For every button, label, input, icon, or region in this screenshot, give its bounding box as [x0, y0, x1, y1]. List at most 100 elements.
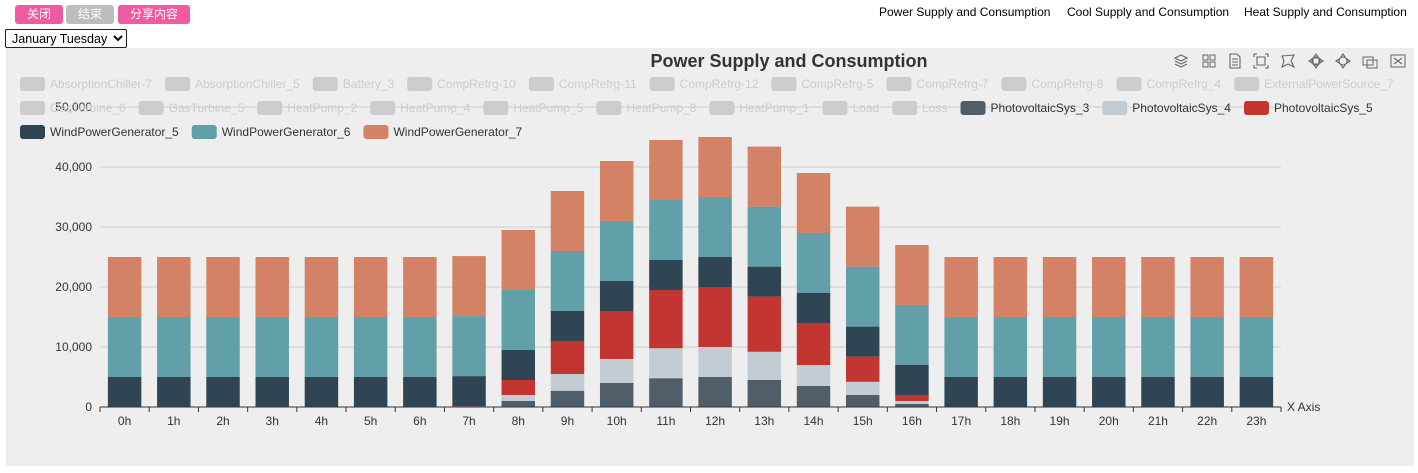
bar-WindPowerGenerator_7-7h[interactable] [452, 256, 486, 317]
legend-item[interactable]: HeatPump_1 [709, 101, 810, 115]
bar-WindPowerGenerator_6-12h[interactable] [698, 197, 732, 257]
bar-WindPowerGenerator_6-9h[interactable] [550, 251, 585, 311]
legend-item[interactable]: Battery_3 [312, 77, 395, 91]
bar-WindPowerGenerator_7-8h[interactable] [501, 230, 536, 290]
bar-WindPowerGenerator_7-15h[interactable] [845, 206, 880, 267]
bar-WindPowerGenerator_6-0h[interactable] [107, 317, 142, 377]
legend-item[interactable]: CompRefrg-5 [771, 77, 874, 91]
bar-PhotovoltaicSys_3-10h[interactable] [599, 383, 634, 407]
bar-WindPowerGenerator_7-3h[interactable] [255, 257, 289, 317]
bar-PhotovoltaicSys_4-10h[interactable] [599, 359, 634, 383]
bar-WindPowerGenerator_6-1h[interactable] [157, 317, 191, 377]
bar-WindPowerGenerator_5-19h[interactable] [1042, 377, 1077, 407]
nav-heat-supply[interactable]: Heat Supply and Consumption [1244, 5, 1407, 19]
bar-WindPowerGenerator_6-19h[interactable] [1042, 317, 1077, 377]
legend-item[interactable]: CompRefrg-7 [886, 77, 989, 91]
legend-item[interactable]: CompRefrg_4 [1116, 77, 1221, 91]
bar-WindPowerGenerator_5-3h[interactable] [255, 377, 289, 407]
bar-WindPowerGenerator_6-3h[interactable] [255, 317, 289, 377]
bar-PhotovoltaicSys_3-15h[interactable] [845, 395, 880, 407]
save-image-icon[interactable] [1362, 53, 1378, 69]
bar-PhotovoltaicSys_4-16h[interactable] [895, 401, 929, 404]
bar-WindPowerGenerator_6-4h[interactable] [304, 317, 339, 377]
bar-WindPowerGenerator_7-23h[interactable] [1239, 257, 1274, 317]
bar-WindPowerGenerator_7-16h[interactable] [895, 245, 929, 305]
bar-WindPowerGenerator_7-5h[interactable] [353, 257, 388, 317]
bar-PhotovoltaicSys_5-9h[interactable] [550, 341, 585, 374]
bar-PhotovoltaicSys_5-11h[interactable] [649, 290, 683, 349]
legend-item[interactable]: WindPowerGenerator_6 [191, 125, 351, 139]
bar-WindPowerGenerator_6-22h[interactable] [1190, 317, 1224, 377]
bar-WindPowerGenerator_6-20h[interactable] [1092, 317, 1126, 377]
stack-icon[interactable] [1173, 53, 1189, 69]
data-view-icon[interactable] [1227, 53, 1243, 69]
bar-WindPowerGenerator_6-15h[interactable] [845, 266, 880, 327]
legend-item[interactable]: Loss [892, 101, 948, 115]
bar-WindPowerGenerator_5-16h[interactable] [895, 365, 929, 395]
bar-WindPowerGenerator_7-9h[interactable] [550, 191, 585, 251]
legend-item[interactable]: CompRefrg-12 [649, 77, 759, 91]
legend-item[interactable]: ExternalPowerSource_7 [1234, 77, 1394, 91]
legend-item[interactable]: Load [822, 101, 879, 115]
bar-PhotovoltaicSys_3-11h[interactable] [649, 378, 683, 407]
bar-WindPowerGenerator_5-6h[interactable] [403, 377, 437, 407]
zoom-reset-icon[interactable] [1308, 53, 1324, 69]
bar-WindPowerGenerator_5-12h[interactable] [698, 257, 732, 287]
bar-WindPowerGenerator_5-1h[interactable] [157, 377, 191, 407]
bar-WindPowerGenerator_6-8h[interactable] [501, 290, 536, 350]
bar-PhotovoltaicSys_5-10h[interactable] [599, 311, 634, 359]
bar-WindPowerGenerator_5-5h[interactable] [353, 377, 388, 407]
bar-PhotovoltaicSys_3-12h[interactable] [698, 377, 732, 407]
legend-item[interactable]: HeatPump_2 [257, 101, 358, 115]
bar-WindPowerGenerator_7-4h[interactable] [304, 257, 339, 317]
bar-WindPowerGenerator_5-22h[interactable] [1190, 377, 1224, 407]
bar-WindPowerGenerator_7-1h[interactable] [157, 257, 191, 317]
bar-PhotovoltaicSys_4-11h[interactable] [649, 348, 683, 379]
bar-WindPowerGenerator_6-11h[interactable] [649, 200, 683, 260]
bar-WindPowerGenerator_6-10h[interactable] [599, 221, 634, 281]
bar-WindPowerGenerator_6-6h[interactable] [403, 317, 437, 377]
bar-WindPowerGenerator_5-11h[interactable] [649, 260, 683, 290]
legend-item[interactable]: PhotovoltaicSys_5 [1243, 101, 1373, 115]
bar-WindPowerGenerator_7-21h[interactable] [1141, 257, 1175, 317]
bar-WindPowerGenerator_5-13h[interactable] [747, 266, 782, 297]
bar-PhotovoltaicSys_3-16h[interactable] [895, 404, 929, 407]
zoom-icon[interactable] [1253, 53, 1269, 69]
bar-WindPowerGenerator_7-19h[interactable] [1042, 257, 1077, 317]
bar-WindPowerGenerator_5-14h[interactable] [796, 293, 831, 323]
date-select[interactable]: January Tuesday [5, 29, 127, 48]
bar-WindPowerGenerator_5-10h[interactable] [599, 281, 634, 311]
bar-WindPowerGenerator_7-14h[interactable] [796, 173, 831, 233]
legend-item[interactable]: HeatPump_5 [483, 101, 584, 115]
share-content-button[interactable]: 分享内容 [118, 5, 190, 24]
bar-WindPowerGenerator_6-5h[interactable] [353, 317, 388, 377]
close-icon[interactable] [1390, 53, 1406, 69]
bar-WindPowerGenerator_7-13h[interactable] [747, 146, 782, 207]
bar-PhotovoltaicSys_5-14h[interactable] [796, 323, 831, 365]
bar-PhotovoltaicSys_5-12h[interactable] [698, 287, 732, 347]
bar-WindPowerGenerator_5-2h[interactable] [206, 377, 240, 407]
bar-WindPowerGenerator_6-7h[interactable] [452, 316, 486, 377]
bar-WindPowerGenerator_7-0h[interactable] [107, 257, 142, 317]
bar-WindPowerGenerator_6-21h[interactable] [1141, 317, 1175, 377]
bar-WindPowerGenerator_6-16h[interactable] [895, 305, 929, 365]
restore-icon[interactable] [1335, 53, 1351, 69]
legend-item[interactable]: CompRefrg-10 [407, 77, 516, 91]
nav-cool-supply[interactable]: Cool Supply and Consumption [1067, 5, 1230, 19]
bar-WindPowerGenerator_7-17h[interactable] [944, 257, 978, 317]
end-button[interactable]: 结束 [66, 5, 114, 24]
bar-WindPowerGenerator_5-20h[interactable] [1092, 377, 1126, 407]
legend-item[interactable]: AbsorptionChiller-7 [20, 77, 152, 91]
grid-icon[interactable] [1201, 53, 1217, 69]
bar-PhotovoltaicSys_4-9h[interactable] [550, 374, 585, 391]
bar-WindPowerGenerator_7-11h[interactable] [649, 140, 683, 200]
bar-WindPowerGenerator_5-4h[interactable] [304, 377, 339, 407]
bar-WindPowerGenerator_5-15h[interactable] [845, 326, 880, 357]
bar-PhotovoltaicSys_4-15h[interactable] [845, 381, 880, 395]
bar-WindPowerGenerator_5-23h[interactable] [1239, 377, 1274, 407]
legend-item[interactable]: WindPowerGenerator_7 [363, 125, 523, 139]
legend-item[interactable]: HeatPump_4 [370, 101, 471, 115]
bar-WindPowerGenerator_5-7h[interactable] [452, 376, 486, 407]
bar-WindPowerGenerator_6-17h[interactable] [944, 317, 978, 377]
bar-PhotovoltaicSys_4-12h[interactable] [698, 347, 732, 377]
